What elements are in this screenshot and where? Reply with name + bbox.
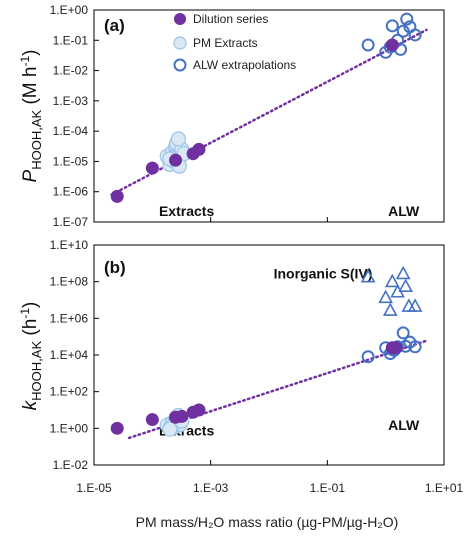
panel-b-ytick-label: 1.E+10 bbox=[50, 238, 89, 252]
panel-a-label: (a) bbox=[104, 16, 125, 35]
panel-a-ylabel: PHOOH,AK (M h-1) bbox=[18, 50, 44, 183]
sulfur-point bbox=[360, 268, 376, 283]
dilution-point bbox=[145, 161, 159, 175]
alw-point bbox=[400, 12, 414, 26]
panel-b-ylabel: kHOOH,AK (h-1) bbox=[18, 302, 44, 411]
panel-b-annotation: Inorganic S(IV) bbox=[274, 265, 373, 281]
alw-point bbox=[385, 19, 399, 33]
panel-a-ylabel-sub: HOOH,AK bbox=[29, 109, 44, 169]
panel-b-ylabel-main: k bbox=[20, 399, 41, 410]
panel-a-ytick-label: 1.E+00 bbox=[50, 3, 89, 17]
panel-a-ytick-label: 1.E-05 bbox=[53, 154, 89, 168]
panel-a-frame bbox=[93, 9, 445, 223]
legend-alw-label: ALW extrapolations bbox=[193, 58, 296, 72]
dilution-point bbox=[385, 38, 399, 52]
panel-b-label: (b) bbox=[104, 258, 126, 277]
panel-a-ylabel-sup: -1 bbox=[18, 56, 32, 67]
dilution-point bbox=[169, 153, 183, 167]
sulfur-point bbox=[378, 289, 394, 304]
x-tick-label: 1.E-03 bbox=[193, 481, 229, 495]
sulfur-point bbox=[382, 302, 398, 316]
extracts-point bbox=[162, 421, 178, 437]
panel-a-plot: 1.E-07 1.E-06 1.E-05 1.E-04 1.E-03 1.E-02 1.E-… bbox=[50, 3, 445, 229]
sulfur-point bbox=[407, 298, 423, 312]
legend-alw-marker bbox=[173, 58, 187, 72]
dilution-point bbox=[389, 341, 403, 355]
sulfur-point bbox=[395, 265, 411, 280]
panel-a-ylabel-main: P bbox=[20, 169, 41, 182]
panel-a-ytick-label: 1.E-01 bbox=[53, 33, 89, 47]
alw-point bbox=[408, 28, 422, 42]
panel-a-trendline bbox=[110, 28, 428, 196]
alw-point bbox=[396, 326, 410, 340]
panel-b-ytick-label: 1.E+08 bbox=[50, 275, 89, 289]
panel-b-ytick-label: 1.E+04 bbox=[50, 348, 89, 362]
dilution-point bbox=[145, 413, 159, 427]
panel-b-ytick-label: 1.E+06 bbox=[50, 311, 89, 325]
panel-b-ylabel-unit: (h bbox=[20, 319, 41, 341]
legend-dilution-label: Dilution series bbox=[193, 12, 268, 26]
panel-b-ylabel-sub: HOOH,AK bbox=[29, 341, 44, 401]
panel-a-annotation: Extracts bbox=[159, 203, 214, 219]
panel-b-ylabel-close: ) bbox=[20, 302, 41, 308]
alw-point bbox=[361, 38, 375, 52]
dilution-point bbox=[175, 409, 189, 423]
panel-a-annotation: ALW bbox=[388, 203, 420, 219]
panel-b-ylabel-sup: -1 bbox=[18, 308, 32, 319]
panel-b-annotation: ALW bbox=[388, 417, 420, 433]
dilution-point bbox=[192, 142, 206, 156]
panel-b-plot: 1.E-02 1.E+00 1.E+02 1.E+04 1.E+06 1.E+08 1.E+… bbox=[50, 238, 464, 495]
x-axis-label: PM mass/H₂O mass ratio (µg-PM/µg-H₂O) bbox=[136, 514, 399, 530]
panel-b-ytick-label: 1.E-02 bbox=[53, 458, 89, 472]
legend-extracts-label: PM Extracts bbox=[193, 36, 258, 50]
legend-extracts-marker bbox=[173, 36, 187, 50]
sulfur-point bbox=[384, 273, 400, 288]
legend-dilution-marker bbox=[174, 13, 186, 25]
panel-a-ylabel-unit: (M h bbox=[20, 67, 41, 110]
panel-a-ytick-label: 1.E-03 bbox=[53, 94, 89, 108]
x-tick-label: 1.E-01 bbox=[310, 481, 346, 495]
panel-a-ylabel-close: ) bbox=[20, 50, 41, 56]
x-tick-label: 1.E-05 bbox=[76, 481, 112, 495]
panel-a-legend: Dilution series PM Extracts ALW extrapol… bbox=[173, 12, 296, 72]
x-tick-label: 1.E+01 bbox=[425, 481, 464, 495]
dilution-point bbox=[110, 421, 124, 435]
panel-a-ytick-label: 1.E-04 bbox=[53, 124, 89, 138]
alw-point bbox=[408, 340, 422, 354]
dilution-point bbox=[110, 189, 124, 203]
panel-a-ytick-label: 1.E-02 bbox=[53, 64, 89, 78]
panel-b-ytick-label: 1.E+02 bbox=[50, 385, 89, 399]
sulfur-point bbox=[398, 278, 413, 293]
alw-point bbox=[361, 350, 375, 364]
panel-b-ytick-label: 1.E+00 bbox=[50, 421, 89, 435]
dilution-point bbox=[192, 403, 206, 417]
panel-a-ytick-label: 1.E-07 bbox=[53, 215, 89, 229]
extracts-point bbox=[170, 131, 187, 147]
panel-a-ytick-label: 1.E-06 bbox=[53, 185, 89, 199]
sulfur-point bbox=[401, 298, 417, 312]
